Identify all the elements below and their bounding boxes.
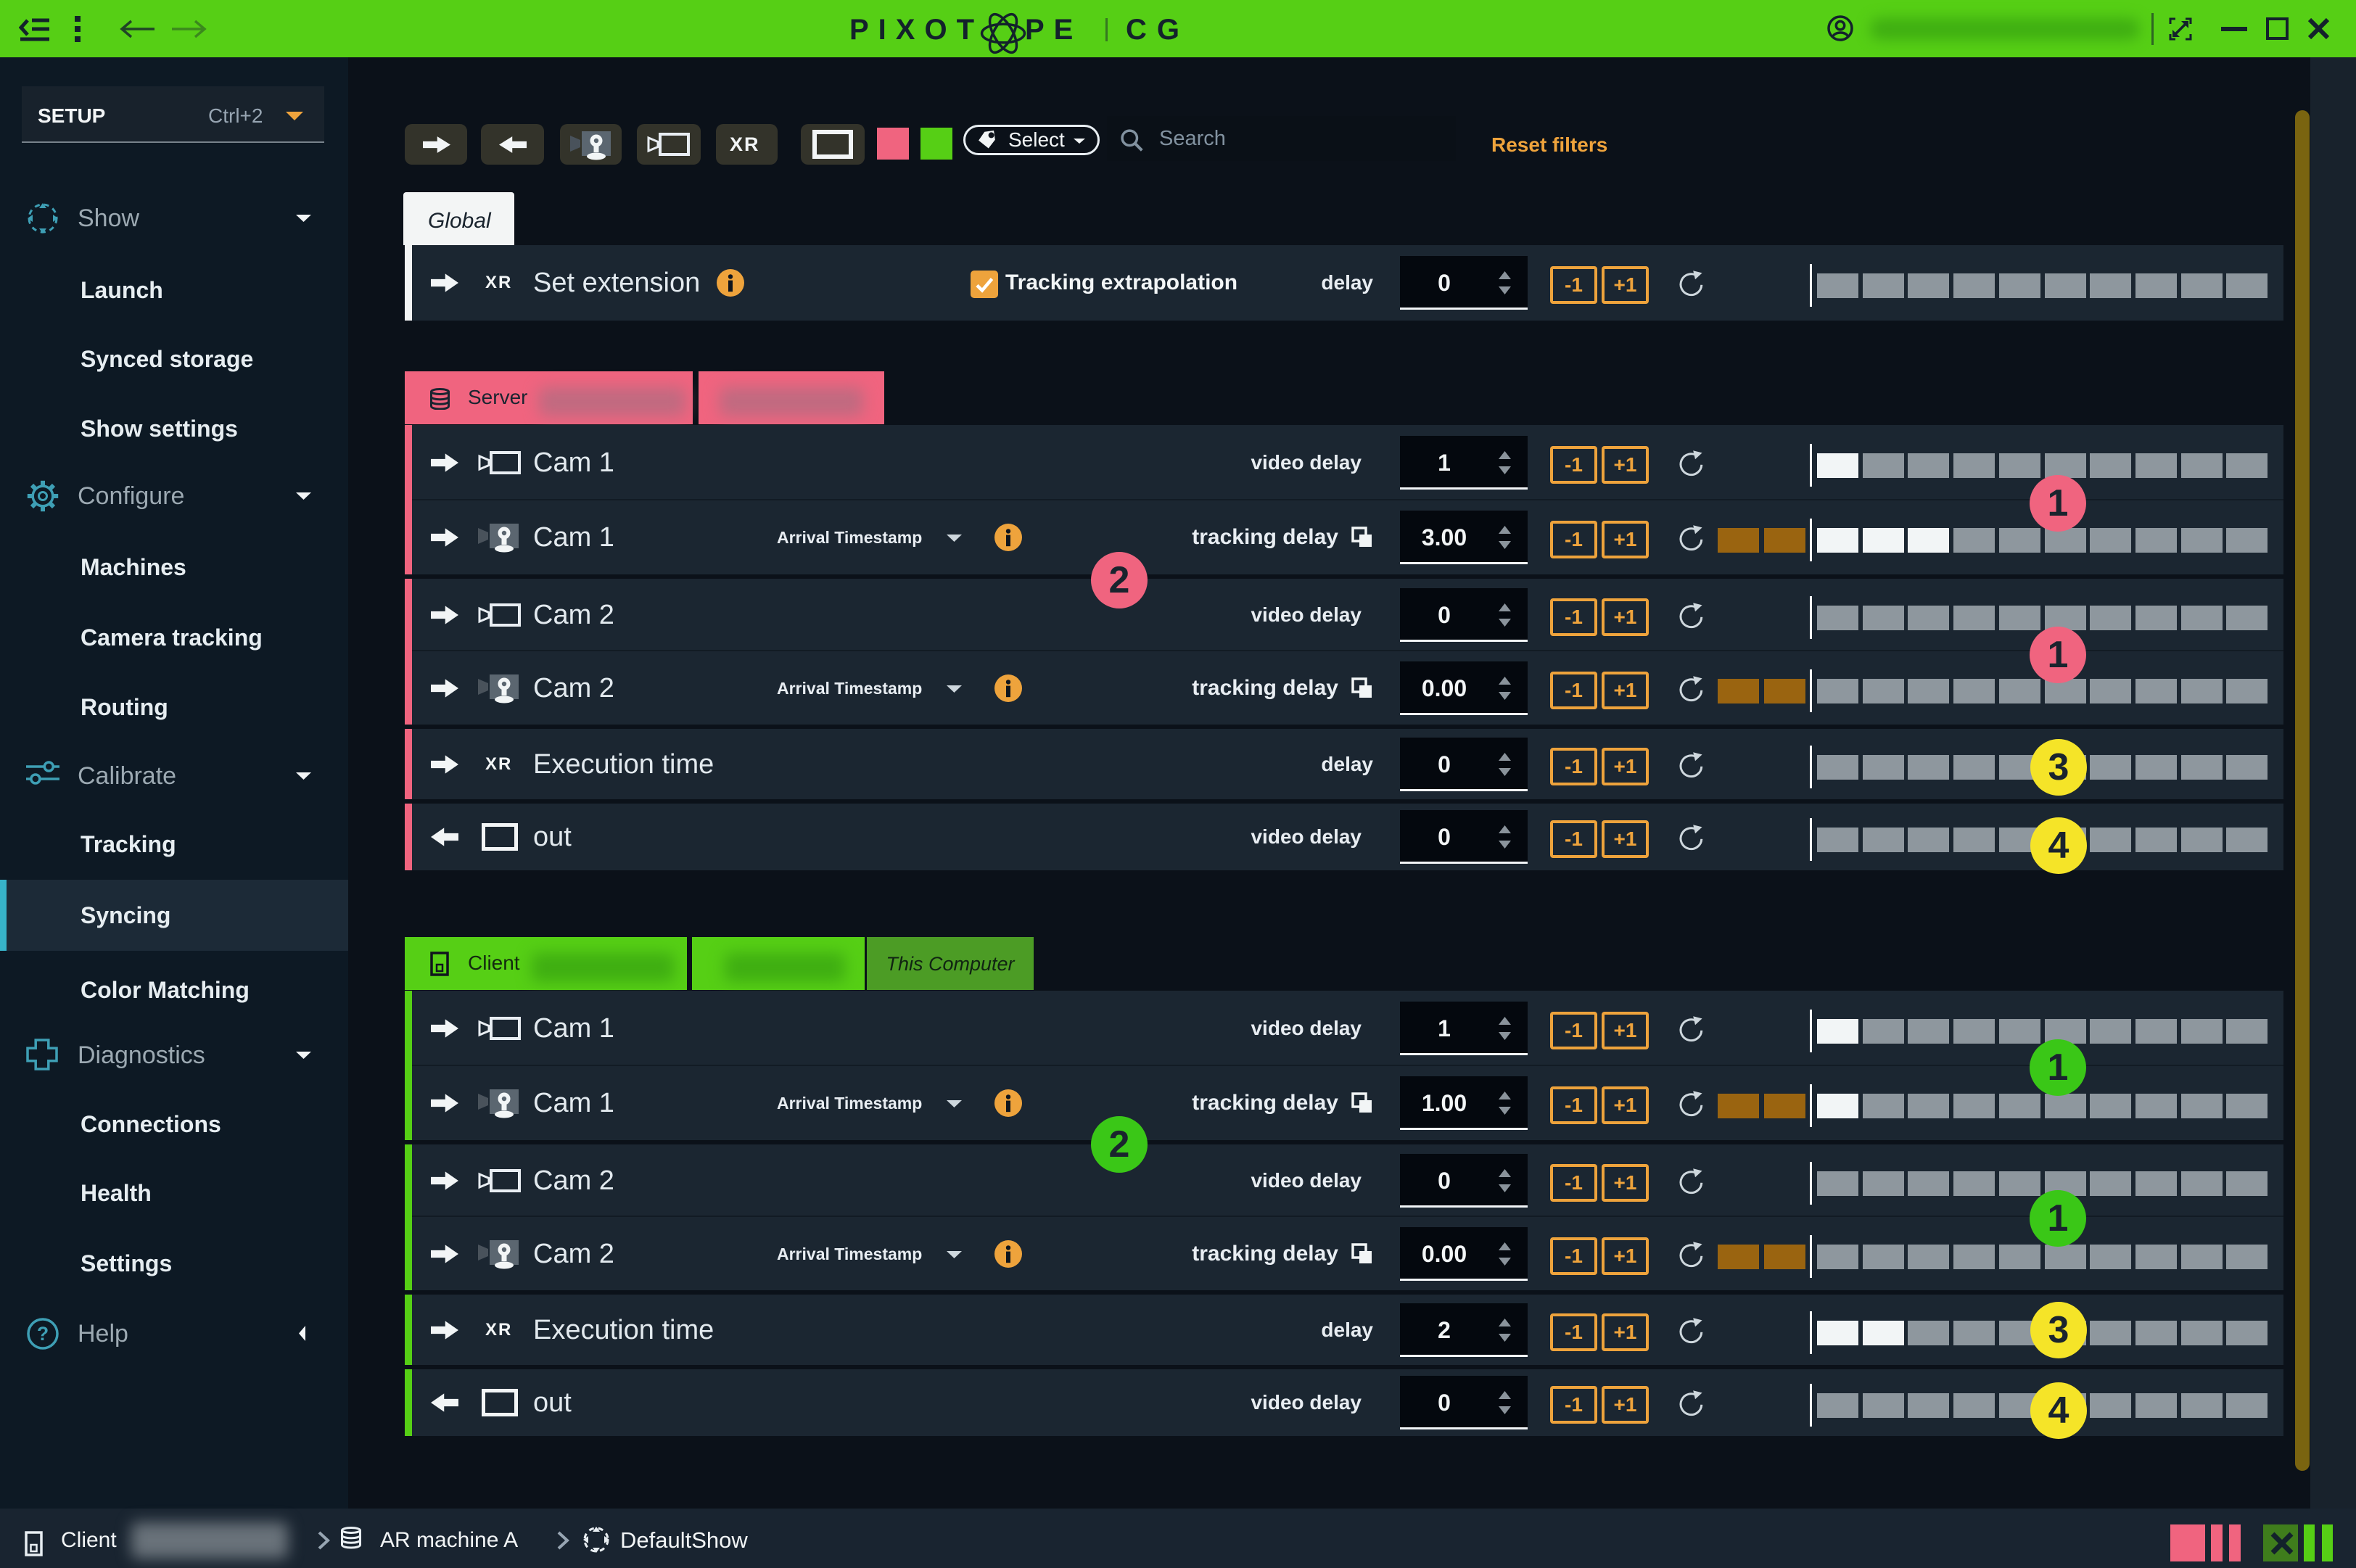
- svg-text:?: ?: [37, 1323, 49, 1345]
